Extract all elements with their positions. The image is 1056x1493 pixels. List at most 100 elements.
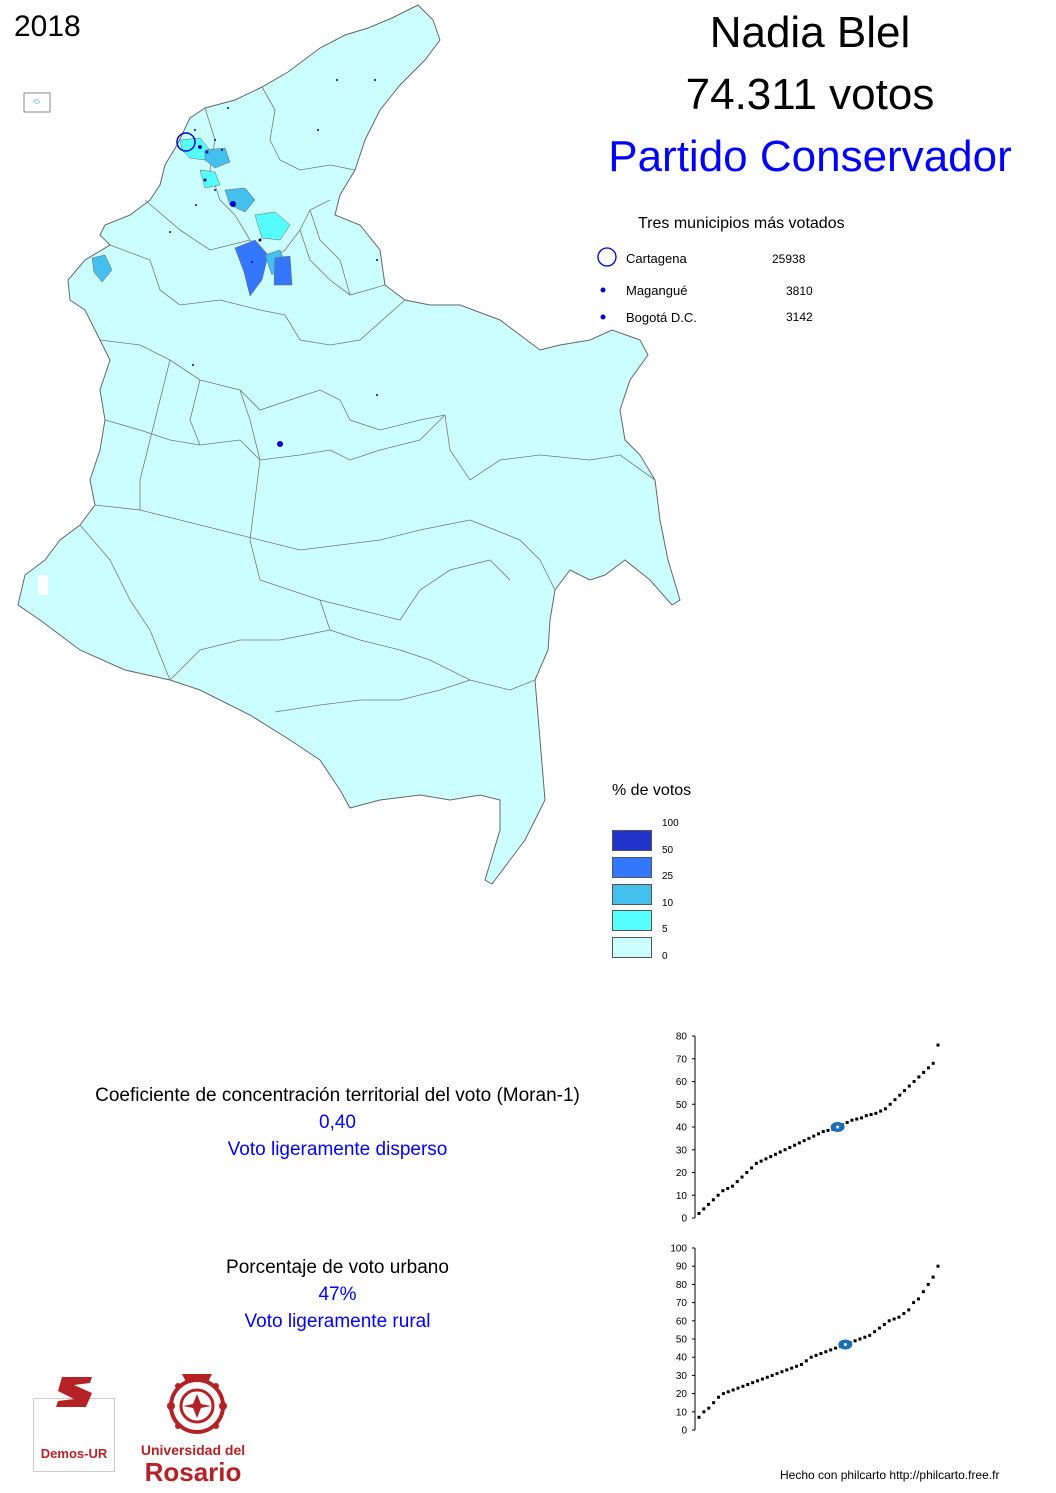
data-point xyxy=(814,1353,818,1357)
data-point xyxy=(697,1211,701,1215)
data-point xyxy=(855,1117,859,1121)
data-point xyxy=(740,1175,744,1179)
data-point xyxy=(903,1089,907,1093)
legend-swatch xyxy=(612,937,652,958)
y-tick-label: 40 xyxy=(676,1123,688,1134)
top-row-votes: 25938 xyxy=(772,252,806,266)
data-point xyxy=(759,1159,763,1163)
data-point xyxy=(760,1377,764,1381)
data-point xyxy=(926,1066,930,1070)
data-point xyxy=(745,1171,749,1174)
data-point xyxy=(873,1330,877,1334)
candidate-name: Nadia Blel xyxy=(709,8,911,57)
y-tick-label: 90 xyxy=(676,1262,688,1273)
y-tick-label: 50 xyxy=(676,1335,688,1346)
y-tick-label: 40 xyxy=(676,1353,688,1364)
y-tick-label: 70 xyxy=(676,1054,688,1065)
legend-break: 0 xyxy=(662,951,668,962)
data-point xyxy=(721,1392,725,1396)
data-point xyxy=(807,1136,811,1140)
legend-break: 10 xyxy=(662,898,674,909)
data-point xyxy=(764,1157,768,1161)
urban-stat: Porcentaje de voto urbano 47% Voto liger… xyxy=(40,1257,635,1338)
data-point xyxy=(902,1312,906,1316)
y-tick-label: 60 xyxy=(676,1316,688,1327)
data-point xyxy=(824,1350,828,1354)
data-point xyxy=(730,1184,734,1188)
data-point xyxy=(770,1373,774,1377)
data-point xyxy=(707,1406,711,1410)
data-point xyxy=(936,1264,940,1268)
top-row-name: Magangué xyxy=(626,283,688,298)
legend-break: 5 xyxy=(662,924,668,935)
data-point xyxy=(907,1308,911,1312)
university-logo-text: Universidad del Rosario xyxy=(128,1442,258,1486)
y-tick-label: 100 xyxy=(670,1244,687,1255)
data-point xyxy=(812,1134,816,1138)
university-line2: Rosario xyxy=(144,1457,242,1487)
data-point xyxy=(869,1112,873,1116)
data-point xyxy=(783,1148,787,1152)
legend-swatch xyxy=(612,857,652,878)
large-circle-icon xyxy=(597,247,617,267)
data-point xyxy=(845,1120,849,1124)
y-tick-label: 70 xyxy=(676,1298,688,1309)
dot-icon xyxy=(600,314,606,320)
data-point xyxy=(754,1161,758,1165)
data-point xyxy=(882,1322,886,1326)
urban-label: Porcentaje de voto urbano xyxy=(226,1257,449,1278)
data-point xyxy=(912,1080,916,1083)
y-tick-label: 60 xyxy=(676,1077,688,1088)
candidate-party: Partido Conservador xyxy=(608,132,1012,181)
data-point xyxy=(853,1339,857,1343)
data-point xyxy=(887,1319,891,1323)
data-point xyxy=(834,1346,838,1350)
data-point xyxy=(817,1132,820,1136)
data-point xyxy=(829,1348,833,1352)
data-point xyxy=(809,1355,813,1359)
data-point xyxy=(731,1388,735,1392)
data-point xyxy=(802,1139,806,1143)
data-point xyxy=(877,1326,881,1330)
data-point xyxy=(917,1075,921,1079)
data-point xyxy=(717,1395,721,1399)
data-point xyxy=(864,1114,868,1118)
data-point xyxy=(741,1384,745,1388)
data-point xyxy=(907,1084,911,1088)
data-point xyxy=(922,1070,926,1074)
data-point xyxy=(912,1301,916,1305)
municipality-dots xyxy=(169,79,378,396)
legend-swatch xyxy=(612,830,652,851)
data-point xyxy=(931,1061,935,1065)
data-point xyxy=(793,1143,797,1147)
moran-description: Voto ligeramente disperso xyxy=(227,1139,448,1160)
urban-value: 47% xyxy=(318,1284,357,1305)
data-point xyxy=(790,1366,794,1370)
data-point xyxy=(893,1098,897,1102)
data-point xyxy=(716,1193,720,1197)
data-point xyxy=(874,1111,878,1115)
data-point xyxy=(736,1386,740,1390)
candidate-marker-center xyxy=(836,1125,840,1129)
data-point xyxy=(785,1368,789,1372)
data-point xyxy=(799,1362,803,1366)
data-point xyxy=(702,1410,706,1414)
data-point xyxy=(795,1364,799,1368)
credit-text: Hecho con philcarto http://philcarto.fre… xyxy=(780,1468,1000,1482)
data-point xyxy=(863,1335,867,1339)
y-tick-label: 20 xyxy=(676,1389,688,1400)
data-point xyxy=(765,1375,769,1379)
top-row-votes: 3142 xyxy=(786,310,813,324)
data-point xyxy=(797,1141,801,1145)
data-point xyxy=(750,1166,754,1170)
moran-label: Coeficiente de concentración territorial… xyxy=(95,1085,580,1106)
top-row-votes: 3810 xyxy=(786,284,813,298)
data-point xyxy=(778,1150,782,1154)
data-point xyxy=(936,1043,940,1047)
colombia-map xyxy=(17,4,681,885)
data-point xyxy=(711,1198,715,1202)
data-point xyxy=(726,1186,730,1190)
data-point xyxy=(826,1128,830,1132)
data-point xyxy=(735,1180,739,1184)
cartagena-marker xyxy=(176,132,196,152)
